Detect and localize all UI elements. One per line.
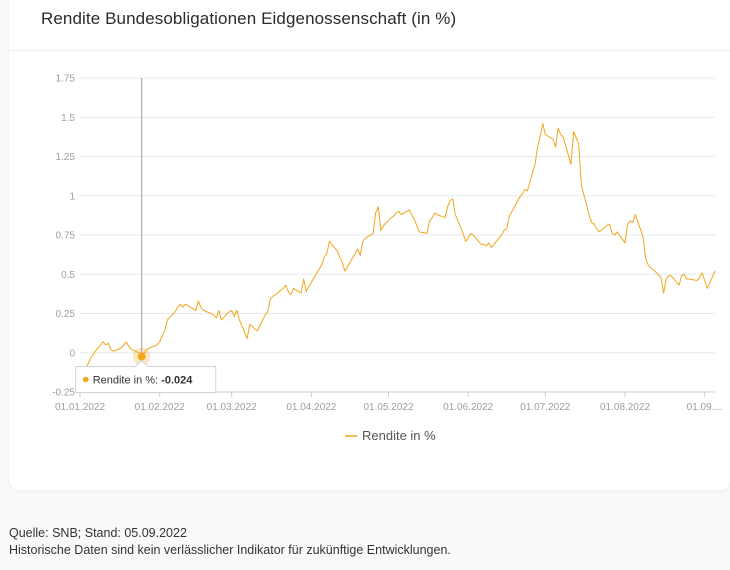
x-tick-label: 01.08.2022: [600, 402, 650, 413]
tooltip-box: [75, 359, 217, 394]
y-tick-label: 0.25: [56, 309, 76, 320]
x-tick-label: 01.03.2022: [207, 402, 257, 413]
tooltip-text: Rendite in %: -0.024: [93, 375, 194, 387]
tooltip-label: Rendite in %:: [93, 375, 161, 387]
hover-point: [137, 352, 146, 361]
y-tick-label: 1.75: [56, 74, 76, 85]
y-tick-label: 1.5: [61, 113, 75, 124]
x-tick-label: 01.06.2022: [443, 402, 493, 413]
source-note: Quelle: SNB; Stand: 05.09.2022: [9, 526, 187, 540]
tooltip-value: -0.024: [161, 375, 193, 387]
x-tick-label: 01.04.2022: [286, 402, 336, 413]
x-tick-label: 01.02.2022: [135, 402, 185, 413]
x-tick-label: 01.05.2022: [363, 402, 413, 413]
footer: Quelle: SNB; Stand: 05.09.2022 Historisc…: [9, 525, 451, 559]
y-tick-label: 1: [69, 191, 75, 202]
x-tick-label: 01.07.2022: [520, 402, 570, 413]
line-chart[interactable]: -0.25 0 0.25 0.5 0.75 1 1.25 1.5 1.75 01.01.2022 0…: [9, 0, 730, 490]
legend-label: Rendite in %: [362, 428, 436, 443]
y-tick-label: 1.25: [56, 152, 76, 163]
y-tick-label: 0: [69, 348, 75, 359]
title-divider: [9, 50, 730, 51]
x-tick-label: 01.09....: [687, 402, 723, 413]
disclaimer-note: Historische Daten sind kein verlässliche…: [9, 543, 451, 557]
chart-card: Rendite Bundesobligationen Eidgenossensc…: [9, 0, 730, 490]
x-tick-label: 01.01.2022: [55, 402, 105, 413]
chart-title: Rendite Bundesobligationen Eidgenossensc…: [41, 9, 457, 28]
y-tick-label: -0.25: [52, 388, 75, 399]
y-tick-label: 0.5: [61, 270, 75, 281]
tooltip-dot: [82, 376, 89, 383]
series-line: [84, 123, 716, 371]
y-tick-label: 0.75: [56, 231, 76, 242]
